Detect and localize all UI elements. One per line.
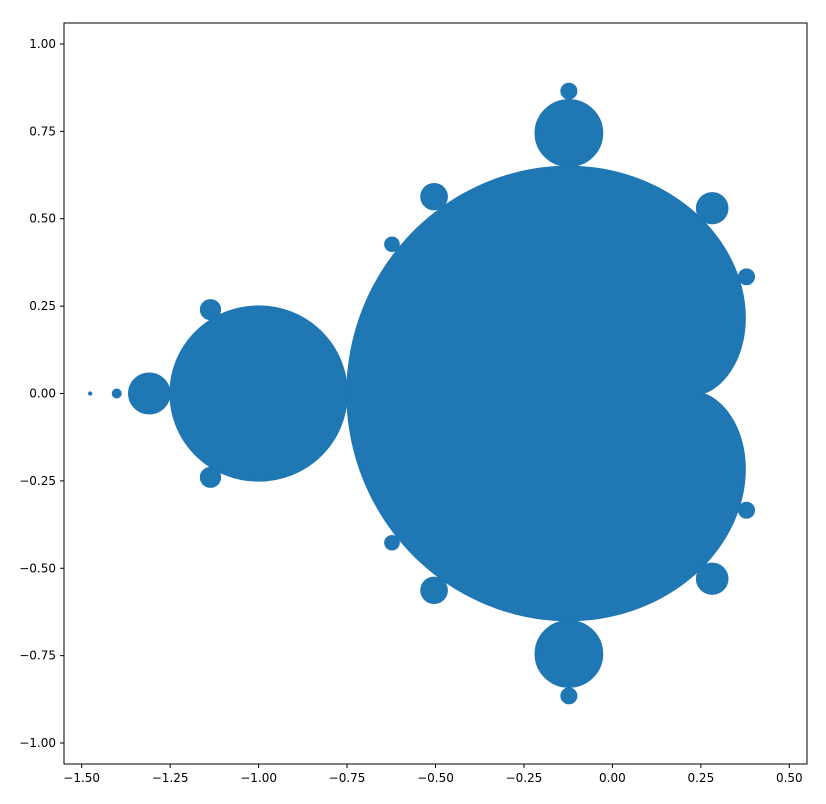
y-tick-label: 0.25 bbox=[29, 299, 56, 313]
y-tick-label: 1.00 bbox=[29, 37, 56, 51]
y-tick-label: 0.50 bbox=[29, 212, 56, 226]
bulb-15 bbox=[560, 82, 578, 100]
bulb-1 bbox=[169, 305, 348, 482]
bulb-11 bbox=[384, 236, 400, 252]
y-tick-label: −0.50 bbox=[19, 561, 56, 575]
bulb-4 bbox=[534, 619, 604, 688]
x-tick-label: 0.50 bbox=[776, 771, 803, 785]
bulb-3 bbox=[534, 99, 604, 168]
bulb-7 bbox=[420, 183, 448, 211]
bulb-6 bbox=[695, 562, 729, 595]
x-tick-label: −0.50 bbox=[417, 771, 454, 785]
bulb-17 bbox=[111, 388, 122, 399]
bulb-12 bbox=[384, 535, 400, 551]
bulb-18 bbox=[88, 391, 93, 396]
bulb-9 bbox=[737, 268, 756, 286]
x-tick-label: −0.25 bbox=[506, 771, 543, 785]
bulb-13 bbox=[199, 299, 222, 321]
x-tick-label: 0.25 bbox=[687, 771, 714, 785]
y-tick-label: 0.75 bbox=[29, 124, 56, 138]
bulb-14 bbox=[199, 466, 222, 488]
bulb-8 bbox=[420, 576, 448, 604]
x-tick-label: 0.00 bbox=[599, 771, 626, 785]
y-tick-label: −0.25 bbox=[19, 474, 56, 488]
y-tick-label: −1.00 bbox=[19, 736, 56, 750]
y-tick-label: 0.00 bbox=[29, 387, 56, 401]
bulb-16 bbox=[560, 687, 578, 705]
x-tick-label: −1.00 bbox=[240, 771, 277, 785]
plot-area bbox=[88, 82, 756, 705]
x-tick-label: −0.75 bbox=[329, 771, 366, 785]
y-tick-label: −0.75 bbox=[19, 649, 56, 663]
bulb-10 bbox=[737, 501, 756, 519]
axes: −1.50 −1.25 −1.00 −0.75 −0.50 −0.25 0.00 0.25 0.… bbox=[19, 22, 808, 785]
x-tick-label: −1.25 bbox=[152, 771, 189, 785]
x-tick-label: −1.50 bbox=[63, 771, 100, 785]
bulb-2 bbox=[127, 372, 171, 415]
bulb-5 bbox=[695, 192, 729, 225]
